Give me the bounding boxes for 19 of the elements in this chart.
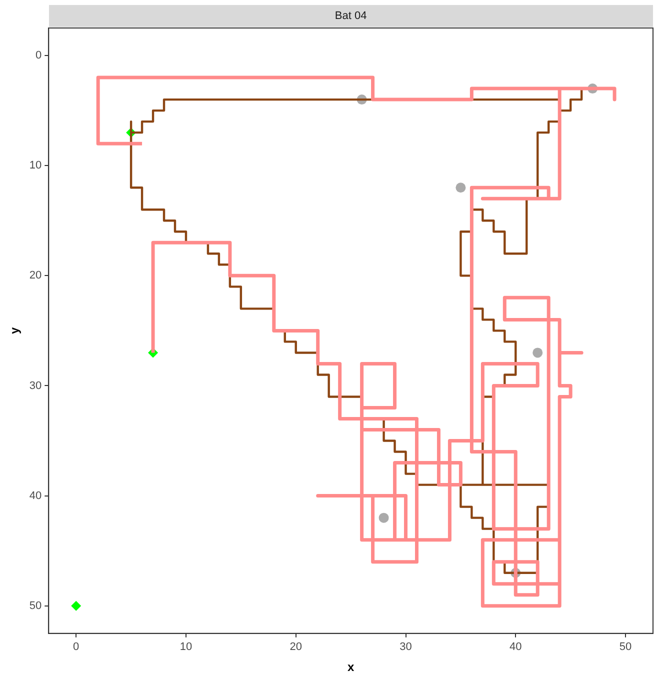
x-tick-label: 10 <box>180 641 192 654</box>
y-tick-label: 40 <box>29 490 42 502</box>
x-axis-title: x <box>347 660 354 674</box>
x-tick-label: 0 <box>73 641 80 654</box>
y-axis-title: y <box>8 327 22 334</box>
point <box>71 600 82 611</box>
x-tick-label: 50 <box>619 641 632 654</box>
x-tick-label: 40 <box>510 641 522 654</box>
point <box>378 512 389 523</box>
y-tick-label: 10 <box>29 160 42 172</box>
point <box>456 182 466 193</box>
y-tick-label: 30 <box>29 380 42 392</box>
y-tick-label: 50 <box>29 600 42 612</box>
y-tick-label: 20 <box>29 270 42 282</box>
point <box>532 348 543 358</box>
x-tick-label: 30 <box>400 641 412 654</box>
chart-title: Bat 04 <box>48 5 653 27</box>
x-tick-label: 20 <box>290 641 302 654</box>
y-tick-label: 0 <box>36 50 42 62</box>
